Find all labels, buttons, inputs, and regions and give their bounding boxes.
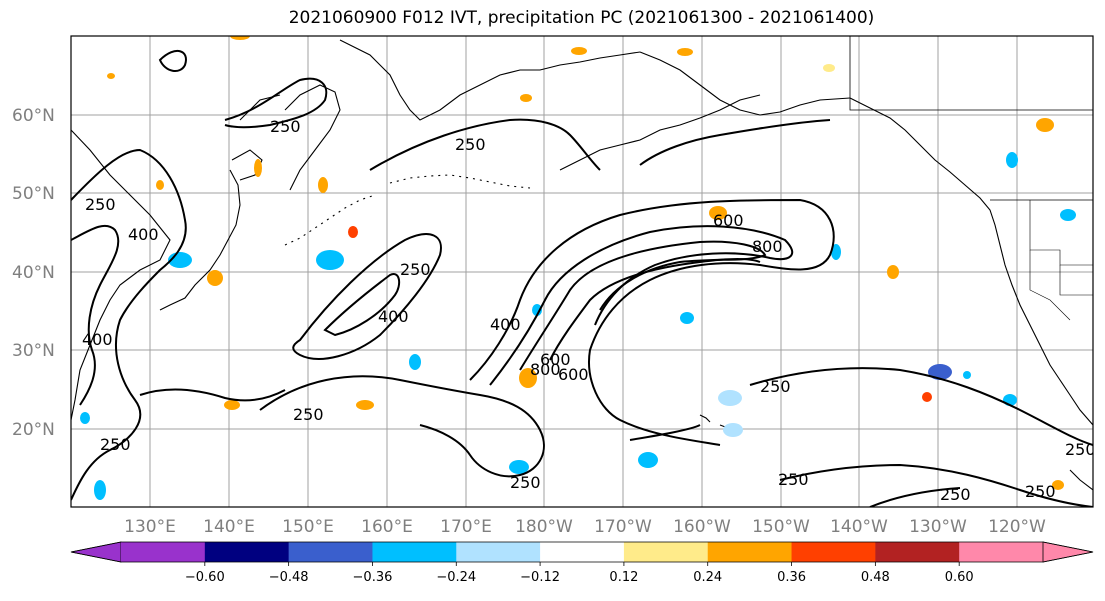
- contour-label: 600: [558, 365, 589, 384]
- contour-label: 250: [940, 485, 971, 504]
- ivt-contours: [71, 50, 1093, 507]
- lon-label: 120°W: [988, 517, 1046, 537]
- contour-label: 400: [82, 330, 113, 349]
- colorbar-tick-label: 0.60: [945, 570, 974, 585]
- contour-label: 250: [1025, 482, 1056, 501]
- colorbar-tick-label: 0.12: [609, 570, 638, 585]
- contour-label: 400: [378, 307, 409, 326]
- contour-label: 400: [128, 225, 159, 244]
- colorbar-tick-label: −0.24: [436, 570, 476, 585]
- contour-label: 250: [100, 435, 131, 454]
- contour-label: 250: [85, 195, 116, 214]
- contour-labels: 250 250 250 250 250 250 250 250 250 250 …: [82, 117, 1096, 504]
- lon-label: 140°E: [203, 517, 255, 537]
- colorbar-tick-label: −0.60: [185, 570, 225, 585]
- colorbar-tick-label: −0.48: [269, 570, 309, 585]
- lon-label: 160°W: [673, 517, 731, 537]
- map-title: 2021060900 F012 IVT, precipitation PC (2…: [288, 8, 875, 28]
- colorbar-bin: [121, 542, 206, 562]
- contour-label: 250: [1065, 440, 1096, 459]
- lat-label: 50°N: [12, 184, 55, 204]
- colorbar: −0.60 −0.48 −0.36 −0.24 −0.12 0.12 0.24 0.36 0.4…: [70, 541, 1094, 585]
- colorbar-bin: [288, 542, 373, 562]
- colorbar-tick-label: −0.36: [353, 570, 393, 585]
- map-frame: [70, 35, 1094, 508]
- colorbar-tick-label: 0.36: [777, 570, 806, 585]
- lon-label: 150°E: [282, 517, 334, 537]
- colorbar-bin: [623, 542, 709, 562]
- lon-label: 160°E: [361, 517, 413, 537]
- latitude-labels: 60°N 50°N 40°N 30°N 20°N: [12, 106, 55, 440]
- contour-label: 800: [530, 360, 561, 379]
- contour-label: 250: [270, 117, 301, 136]
- lat-label: 60°N: [12, 106, 55, 126]
- longitude-labels: 130°E 140°E 150°E 160°E 170°E 180°W 170°W 160°W…: [124, 517, 1046, 537]
- lat-label: 30°N: [12, 341, 55, 361]
- colorbar-tick-label: 0.48: [861, 570, 890, 585]
- colorbar-bin: [791, 542, 876, 562]
- contour-label: 600: [713, 211, 744, 230]
- lon-label: 130°W: [909, 517, 967, 537]
- colorbar-bin: [204, 542, 290, 562]
- contour-label: 250: [510, 473, 541, 492]
- colorbar-bin: [959, 542, 1044, 562]
- contour-label: 250: [778, 470, 809, 489]
- colorbar-bin: [707, 542, 793, 562]
- colorbar-tick-label: −0.12: [520, 570, 560, 585]
- lat-label: 40°N: [12, 263, 55, 283]
- colorbar-bin: [372, 542, 457, 562]
- colorbar-bin: [456, 542, 541, 562]
- contour-label: 250: [293, 405, 324, 424]
- colorbar-bin: [540, 542, 625, 562]
- gridlines: [71, 36, 1093, 507]
- contour-label: 250: [455, 135, 486, 154]
- colorbar-tick-label: 0.24: [693, 570, 722, 585]
- lon-label: 130°E: [124, 517, 176, 537]
- contour-label: 250: [760, 377, 791, 396]
- lon-label: 170°E: [440, 517, 492, 537]
- contour-label: 800: [752, 237, 783, 256]
- colorbar-outline: [70, 541, 1094, 563]
- lat-label: 20°N: [12, 420, 55, 440]
- contour-label: 250: [400, 260, 431, 279]
- lon-label: 140°W: [830, 517, 888, 537]
- colorbar-under-extend: [70, 541, 122, 563]
- colorbar-bin: [875, 542, 960, 562]
- colorbar-over-extend: [1042, 541, 1094, 563]
- contour-label: 400: [490, 315, 521, 334]
- lon-label: 150°W: [752, 517, 810, 537]
- precip-shading: [80, 36, 1076, 500]
- contour-label: 600: [540, 350, 571, 369]
- lon-label: 170°W: [594, 517, 652, 537]
- lon-label: 180°W: [515, 517, 573, 537]
